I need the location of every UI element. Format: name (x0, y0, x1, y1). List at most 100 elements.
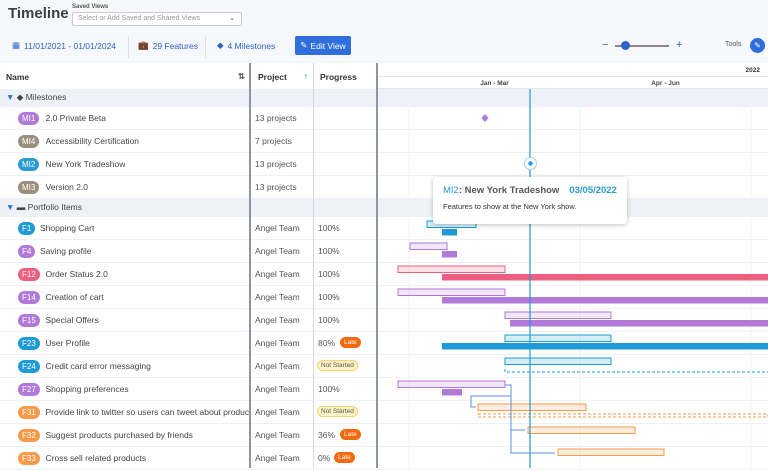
actual-bar[interactable] (442, 297, 768, 304)
planned-bar[interactable] (557, 448, 665, 456)
item-name[interactable]: Suggest products purchased by friends (45, 430, 193, 440)
column-divider[interactable] (376, 63, 378, 468)
item-id-badge[interactable]: MI4 (18, 135, 40, 148)
planned-bar[interactable] (504, 334, 612, 342)
group-label[interactable]: ▼ ▬ Portfolio Items (6, 202, 82, 212)
milestone-diamond (481, 114, 489, 122)
caret-down-icon[interactable]: ▼ (6, 92, 15, 102)
item-name[interactable]: Cross sell related products (45, 453, 147, 463)
item-progress: 100% (318, 384, 340, 394)
table-row[interactable]: F1 Shopping Cart Angel Team 100% (0, 217, 768, 240)
column-name-label: Name (6, 72, 30, 82)
table-row[interactable]: F4 Saving profile Angel Team 100% (0, 240, 768, 263)
item-name[interactable]: Provide link to twitter so users can twe… (45, 407, 251, 417)
column-header-progress[interactable]: Progress (314, 63, 376, 89)
table-row[interactable]: F32 Suggest products purchased by friend… (0, 424, 768, 447)
actual-bar[interactable] (442, 274, 768, 281)
planned-bar[interactable] (504, 311, 612, 319)
zoom-out-button[interactable]: − (602, 39, 609, 51)
planned-bar[interactable] (477, 403, 587, 411)
item-project: Angel Team (255, 246, 300, 256)
planned-bar[interactable] (397, 288, 506, 296)
item-id-badge[interactable]: F31 (18, 406, 40, 419)
item-name[interactable]: New York Tradeshow (45, 159, 126, 169)
item-name[interactable]: Special Offers (45, 315, 99, 325)
item-id-badge[interactable]: F14 (18, 291, 40, 304)
year-label: 2022 (745, 67, 760, 74)
table-row[interactable]: MI1 2.0 Private Beta 13 projects (0, 107, 768, 130)
actual-bar[interactable] (442, 343, 768, 350)
dashed-projection-bar[interactable] (504, 369, 768, 373)
item-id-badge[interactable]: F32 (18, 429, 40, 442)
table-row[interactable]: F14 Creation of cart Angel Team 100% (0, 286, 768, 309)
item-name[interactable]: Accessibility Certification (45, 136, 140, 146)
features-label: 29 Features (152, 40, 198, 51)
sort-icon[interactable]: ⇅ (237, 71, 245, 81)
item-name[interactable]: Saving profile (40, 246, 92, 256)
column-divider[interactable] (249, 63, 251, 468)
date-range-label: 11/01/2021 - 01/01/2024 (24, 40, 117, 51)
item-project: 13 projects (255, 159, 297, 169)
item-id-badge[interactable]: F27 (18, 383, 40, 396)
saved-views-select[interactable]: Select or Add Saved and Shared Views ⌄ (72, 12, 242, 26)
item-name[interactable]: Version 2.0 (45, 182, 89, 192)
pencil-icon: ✎ (754, 41, 761, 50)
table-row[interactable]: F24 Credit card error messaging Angel Te… (0, 355, 768, 378)
group-band (378, 89, 768, 107)
table-row[interactable]: MI3 Version 2.0 13 projects (0, 176, 768, 199)
milestone-marker (528, 161, 533, 166)
item-id-badge[interactable]: F15 (18, 314, 40, 327)
item-id-badge[interactable]: F4 (18, 245, 36, 258)
item-name[interactable]: Order Status 2.0 (45, 269, 108, 279)
item-id-badge[interactable]: MI1 (18, 112, 40, 125)
zoom-slider-handle[interactable] (621, 41, 630, 50)
item-id-badge[interactable]: F1 (18, 222, 36, 235)
table-row[interactable]: MI2 New York Tradeshow 13 projects (0, 153, 768, 176)
item-id-badge[interactable]: F12 (18, 268, 40, 281)
zoom-in-button[interactable]: + (676, 39, 683, 51)
planned-bar[interactable] (409, 242, 448, 250)
item-name[interactable]: Shopping preferences (45, 384, 129, 394)
table-row[interactable]: F23 User Profile Angel Team 80% Late (0, 332, 768, 355)
column-header-project[interactable]: Project ↑ (252, 63, 314, 89)
actual-bar[interactable] (442, 251, 457, 258)
table-row[interactable]: MI4 Accessibility Certification 7 projec… (0, 130, 768, 153)
tools-button[interactable]: ✎ (750, 38, 765, 53)
dashed-projection-bar[interactable] (477, 413, 768, 418)
planned-bar[interactable] (504, 357, 612, 365)
item-id-badge[interactable]: F24 (18, 360, 40, 373)
item-id-badge[interactable]: MI3 (18, 181, 40, 194)
planned-bar[interactable] (527, 426, 636, 434)
planned-bar[interactable] (397, 265, 506, 273)
date-range-button[interactable]: ▦ 11/01/2021 - 01/01/2024 (12, 40, 116, 51)
item-progress: 100% (318, 292, 340, 302)
planned-bar[interactable] (397, 380, 506, 388)
table-row[interactable]: F31 Provide link to twitter so users can… (0, 401, 768, 424)
table-row[interactable]: F15 Special Offers Angel Team 100% (0, 309, 768, 332)
caret-down-icon[interactable]: ▼ (6, 202, 15, 212)
milestones-button[interactable]: ◆ 4 Milestones (217, 40, 275, 51)
table-row[interactable]: F12 Order Status 2.0 Angel Team 100% (0, 263, 768, 286)
actual-bar[interactable] (442, 389, 462, 396)
zoom-slider[interactable] (615, 45, 669, 47)
item-name[interactable]: Creation of cart (45, 292, 104, 302)
divider (128, 36, 129, 58)
actual-bar[interactable] (510, 320, 768, 327)
item-name[interactable]: Credit card error messaging (45, 361, 151, 371)
actual-bar[interactable] (442, 229, 457, 236)
edit-view-button[interactable]: ✎ Edit View (295, 36, 351, 55)
column-header-name[interactable]: Name ⇅ (0, 63, 250, 89)
item-id-badge[interactable]: MI2 (18, 158, 40, 171)
table-row[interactable]: F27 Shopping preferences Angel Team 100% (0, 378, 768, 401)
item-name[interactable]: User Profile (45, 338, 90, 348)
not-started-badge: Not Started (317, 406, 358, 417)
item-id-badge[interactable]: F23 (18, 337, 40, 350)
features-button[interactable]: 💼 29 Features (138, 40, 198, 51)
item-id-badge[interactable]: F33 (18, 452, 40, 465)
item-name[interactable]: Shopping Cart (40, 223, 95, 233)
item-name[interactable]: 2.0 Private Beta (45, 113, 106, 123)
sort-ascending-icon[interactable]: ↑ (303, 71, 308, 81)
diamond-icon: ◆ (16, 92, 24, 102)
group-label[interactable]: ▼ ◆ Milestones (6, 92, 66, 103)
item-project: 13 projects (255, 113, 297, 123)
